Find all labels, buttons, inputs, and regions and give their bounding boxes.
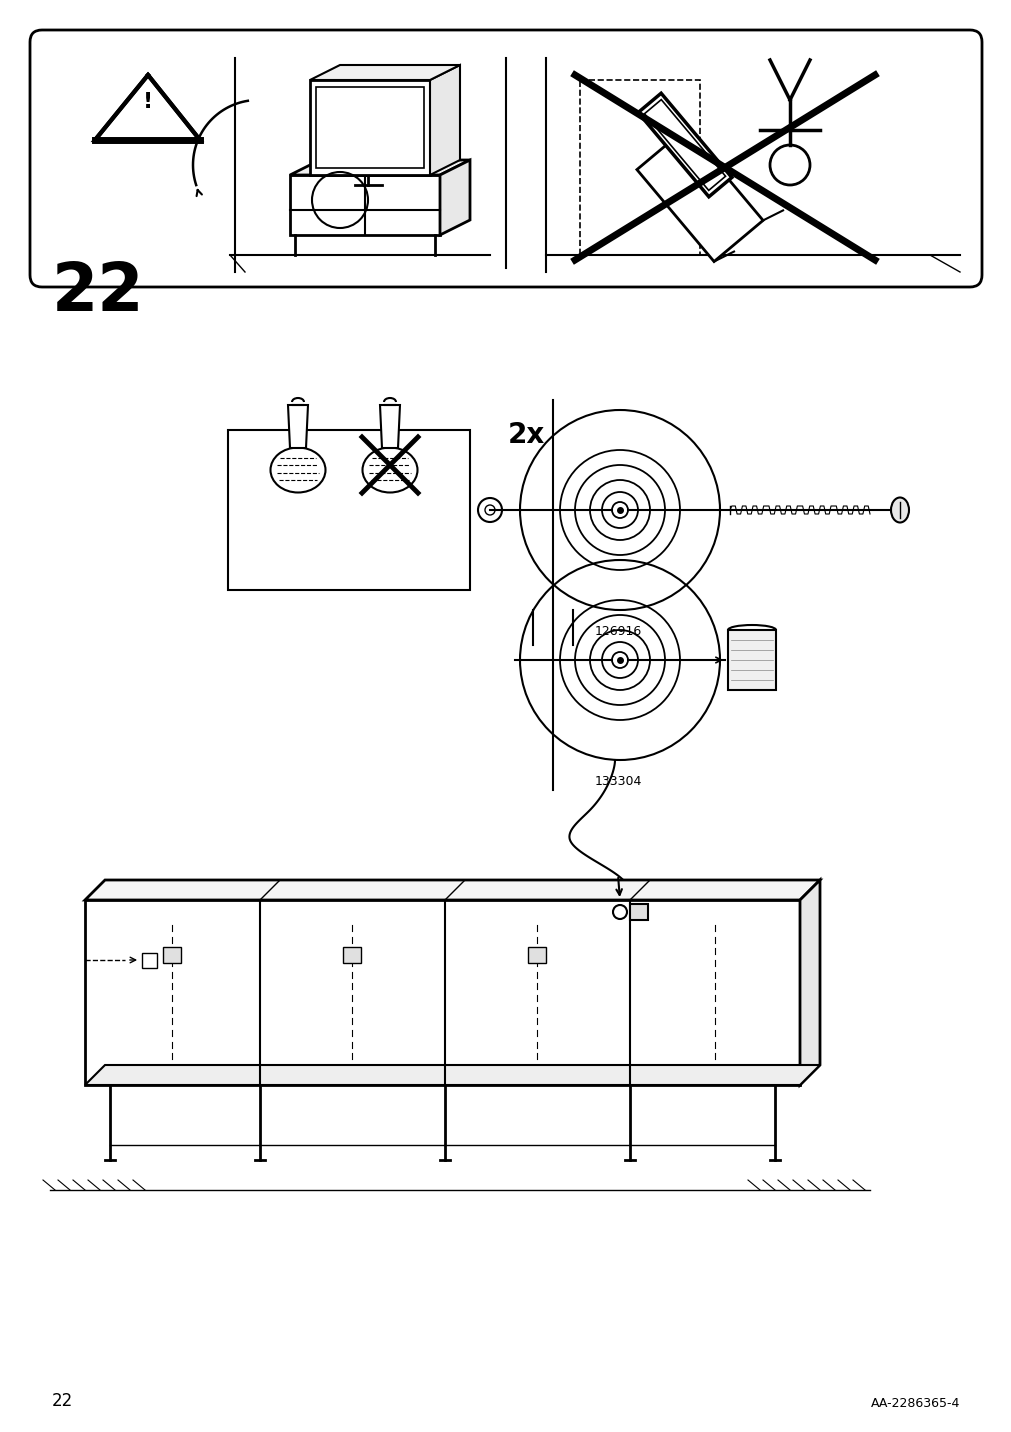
Ellipse shape <box>362 448 418 493</box>
Polygon shape <box>315 87 424 168</box>
Polygon shape <box>290 160 469 175</box>
Polygon shape <box>430 64 460 175</box>
Bar <box>343 947 361 962</box>
Text: AA-2286365-4: AA-2286365-4 <box>869 1398 959 1411</box>
Polygon shape <box>85 1065 819 1085</box>
Ellipse shape <box>270 448 326 493</box>
FancyBboxPatch shape <box>30 30 981 286</box>
Ellipse shape <box>890 497 908 523</box>
Polygon shape <box>644 100 725 190</box>
Text: 133304: 133304 <box>594 775 642 788</box>
Text: 2x: 2x <box>508 421 545 450</box>
Bar <box>727 630 775 690</box>
Text: !: ! <box>143 92 153 112</box>
Polygon shape <box>95 74 200 140</box>
Bar <box>630 904 647 919</box>
Polygon shape <box>638 93 731 196</box>
Polygon shape <box>309 80 430 175</box>
Text: 126916: 126916 <box>594 624 642 639</box>
Polygon shape <box>636 129 762 262</box>
Bar <box>528 947 546 962</box>
Polygon shape <box>440 160 469 235</box>
Polygon shape <box>579 80 700 255</box>
Bar <box>227 430 469 590</box>
Bar <box>142 954 157 968</box>
Polygon shape <box>290 175 440 235</box>
Polygon shape <box>85 881 819 899</box>
Polygon shape <box>379 405 399 448</box>
Polygon shape <box>800 881 819 1085</box>
Text: 22: 22 <box>52 1392 73 1411</box>
Polygon shape <box>288 405 307 448</box>
Bar <box>164 947 181 962</box>
Polygon shape <box>85 899 800 1085</box>
Polygon shape <box>309 64 460 80</box>
Text: 22: 22 <box>52 259 145 325</box>
